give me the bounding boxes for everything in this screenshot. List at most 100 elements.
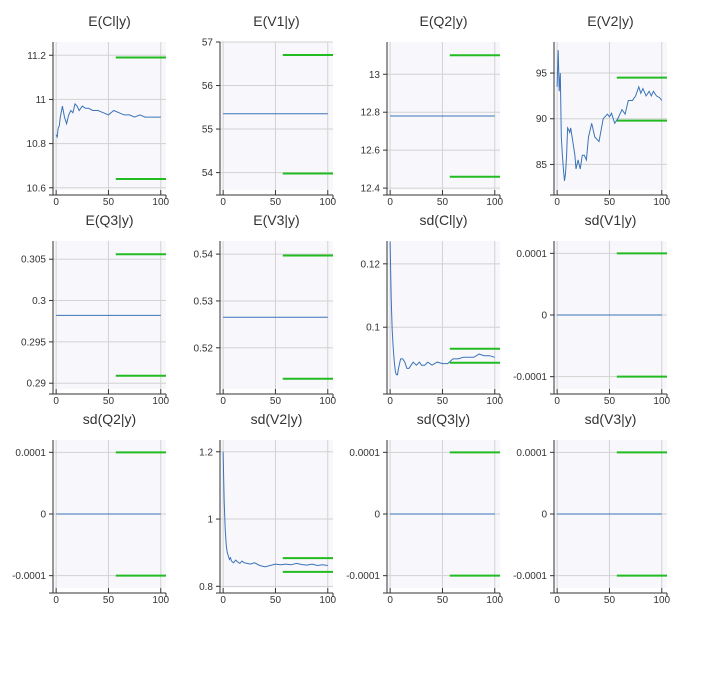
chart-title: E(V3|y) [253, 212, 299, 228]
chart-panel-2: E(Q2|y) 12.4 12.6 12.8 13 0 50 100 [361, 13, 504, 208]
chart-panel-7: sd(V1|y) -0.0001 0 0.0001 0 50 100 [513, 212, 670, 407]
chart-panel-9: sd(V2|y) 0.8 1 1.2 0 50 100 [199, 411, 336, 606]
series-line [55, 102, 161, 139]
y-tick-label: 0.0001 [516, 249, 547, 260]
y-tick-label: 0.295 [21, 337, 46, 348]
y-tick-label: 0.1 [366, 323, 380, 334]
x-tick-label: 100 [486, 396, 503, 407]
y-tick-label: -0.0001 [513, 372, 547, 383]
series-line [222, 451, 328, 568]
x-tick-label: 50 [437, 197, 449, 208]
plot-background [220, 241, 333, 389]
x-tick-label: 50 [604, 595, 616, 606]
y-tick-label: 57 [202, 38, 214, 49]
chart-title: sd(Q2|y) [83, 411, 136, 427]
x-tick-label: 0 [387, 396, 393, 407]
x-tick-label: 0 [554, 396, 560, 407]
plot-background [53, 42, 166, 190]
series-line [556, 50, 663, 181]
x-tick-label: 0 [554, 197, 560, 208]
plot-background [387, 241, 500, 389]
x-tick-label: 100 [152, 595, 169, 606]
x-tick-label: 0 [387, 197, 393, 208]
y-tick-label: 0.0001 [15, 448, 46, 459]
y-tick-label: 0.29 [27, 379, 47, 390]
chart-panel-8: sd(Q2|y) -0.0001 0 0.0001 0 50 100 [12, 411, 169, 606]
chart-title: sd(Cl|y) [420, 212, 468, 228]
x-tick-label: 100 [152, 396, 169, 407]
y-tick-label: 0.0001 [349, 448, 380, 459]
y-tick-label: 0 [374, 510, 380, 521]
x-tick-label: 0 [554, 595, 560, 606]
y-tick-label: -0.0001 [513, 571, 547, 582]
x-tick-label: 100 [653, 595, 670, 606]
series-line [389, 241, 495, 376]
y-tick-label: 0 [541, 311, 547, 322]
y-tick-label: 95 [536, 69, 548, 80]
y-tick-label: -0.0001 [12, 571, 46, 582]
chart-panel-1: E(V1|y) 54 55 56 57 0 50 100 [202, 13, 337, 208]
x-tick-label: 50 [437, 396, 449, 407]
y-tick-label: 55 [202, 125, 214, 136]
y-tick-label: 85 [536, 160, 548, 171]
x-tick-label: 50 [103, 197, 115, 208]
x-tick-label: 50 [270, 197, 282, 208]
y-tick-label: 11 [36, 95, 47, 106]
y-tick-label: 0.54 [194, 250, 214, 261]
chart-panel-3: E(V2|y) 85 90 95 0 50 100 [536, 13, 671, 208]
x-tick-label: 50 [103, 396, 115, 407]
chart-title: E(V1|y) [253, 13, 299, 29]
chart-panel-11: sd(V3|y) -0.0001 0 0.0001 0 50 100 [513, 411, 670, 606]
x-tick-label: 100 [319, 595, 336, 606]
x-tick-label: 0 [387, 595, 393, 606]
y-tick-label: 0 [541, 510, 547, 521]
chart-panel-0: E(Cl|y) 10.6 10.8 11 11.2 0 50 100 [27, 13, 170, 208]
chart-title: sd(Q3|y) [417, 411, 470, 427]
y-tick-label: 0.0001 [516, 448, 547, 459]
x-tick-label: 100 [653, 396, 670, 407]
chart-panel-5: E(V3|y) 0.52 0.53 0.54 0 50 100 [194, 212, 337, 407]
chart-title: sd(V3|y) [585, 411, 637, 427]
y-tick-label: 0.3 [32, 296, 46, 307]
chart-panel-4: E(Q3|y) 0.29 0.295 0.3 0.305 0 50 100 [21, 212, 170, 407]
chart-title: sd(V2|y) [251, 411, 303, 427]
x-tick-label: 100 [486, 197, 503, 208]
chart-panel-10: sd(Q3|y) -0.0001 0 0.0001 0 50 100 [346, 411, 503, 606]
y-tick-label: 1.2 [199, 447, 213, 458]
x-tick-label: 100 [486, 595, 503, 606]
x-tick-label: 0 [220, 396, 226, 407]
chart-title: E(V2|y) [587, 13, 633, 29]
y-tick-label: 10.8 [27, 139, 47, 150]
x-tick-label: 100 [653, 197, 670, 208]
x-tick-label: 0 [220, 595, 226, 606]
plot-background [220, 440, 333, 588]
x-tick-label: 0 [53, 197, 59, 208]
y-tick-label: 10.6 [27, 183, 47, 194]
x-tick-label: 50 [437, 595, 449, 606]
chart-title: E(Q2|y) [420, 13, 468, 29]
chart-title: sd(V1|y) [585, 212, 637, 228]
y-tick-label: 0.53 [194, 296, 214, 307]
x-tick-label: 100 [319, 396, 336, 407]
y-tick-label: -0.0001 [346, 571, 380, 582]
y-tick-label: 0.52 [194, 343, 214, 354]
y-tick-label: 11.2 [27, 51, 46, 62]
y-tick-label: 0.8 [199, 582, 213, 593]
x-tick-label: 0 [220, 197, 226, 208]
x-tick-label: 100 [319, 197, 336, 208]
chart-title: E(Cl|y) [88, 13, 131, 29]
y-tick-label: 0.305 [21, 255, 46, 266]
x-tick-label: 0 [53, 396, 59, 407]
x-tick-label: 50 [270, 595, 282, 606]
x-tick-label: 50 [103, 595, 115, 606]
y-tick-label: 56 [202, 81, 214, 92]
y-tick-label: 12.8 [361, 108, 381, 119]
chart-title: E(Q3|y) [86, 212, 134, 228]
x-tick-label: 50 [270, 396, 282, 407]
x-tick-label: 0 [53, 595, 59, 606]
chart-panel-6: sd(Cl|y) 0.1 0.12 0 50 100 [361, 212, 504, 407]
y-tick-label: 90 [536, 114, 548, 125]
y-tick-label: 0 [40, 510, 46, 521]
y-tick-label: 13 [369, 70, 381, 81]
